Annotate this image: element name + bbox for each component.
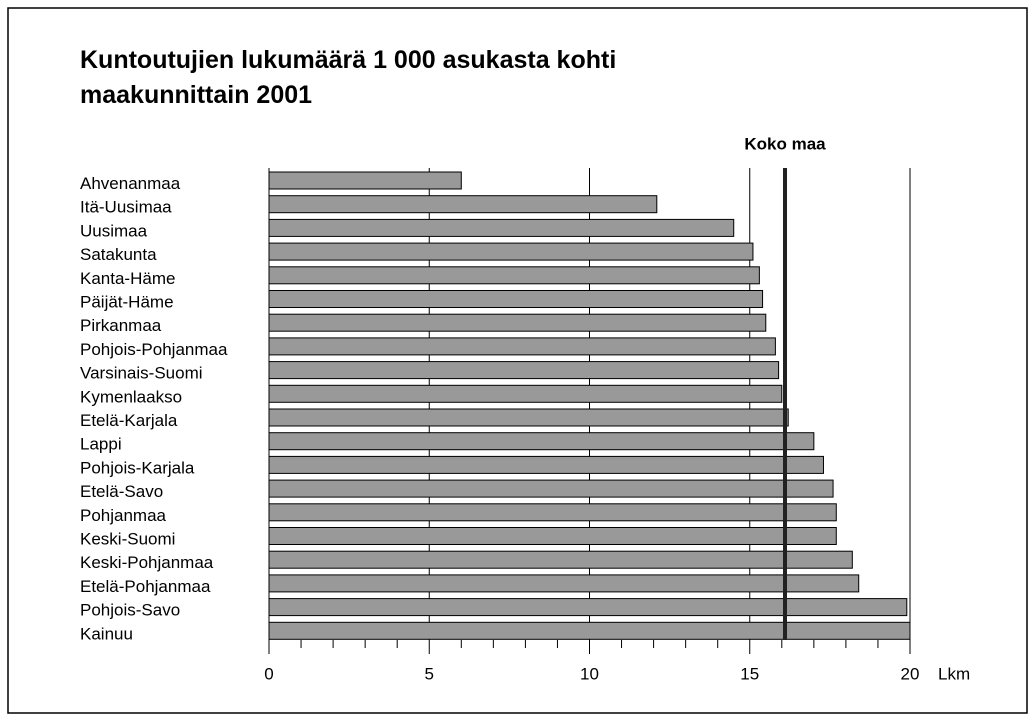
bar bbox=[268, 503, 837, 522]
y-tick-label: Kainuu bbox=[80, 624, 133, 643]
y-tick-label: Lappi bbox=[80, 435, 122, 454]
bar bbox=[268, 479, 834, 498]
x-tick-label: 20 bbox=[901, 664, 920, 683]
bar bbox=[268, 218, 735, 237]
y-tick-label: Etelä-Karjala bbox=[80, 411, 178, 430]
y-tick-label: Pohjois-Karjala bbox=[80, 458, 195, 477]
y-tick-label: Pirkanmaa bbox=[80, 316, 162, 335]
y-tick-label: Satakunta bbox=[80, 245, 157, 264]
y-tick-label: Keski-Pohjanmaa bbox=[80, 553, 214, 572]
x-tick-label: 5 bbox=[425, 664, 434, 683]
bar bbox=[268, 621, 911, 640]
y-tick-label: Ahvenanmaa bbox=[80, 174, 181, 193]
bar bbox=[268, 574, 860, 593]
y-tick-label: Pohjois-Pohjanmaa bbox=[80, 340, 228, 359]
y-tick-label: Kanta-Häme bbox=[80, 269, 175, 288]
bar bbox=[268, 527, 837, 545]
y-tick-label: Varsinais-Suomi bbox=[80, 364, 203, 383]
bar bbox=[268, 598, 908, 617]
x-axis-label: Lkm bbox=[938, 664, 970, 683]
y-tick-label: Etelä-Savo bbox=[80, 482, 163, 501]
bar bbox=[268, 550, 853, 569]
bar bbox=[268, 290, 764, 308]
bar bbox=[268, 408, 789, 427]
bar bbox=[268, 313, 767, 332]
bar bbox=[268, 455, 824, 474]
y-tick-label: Itä-Uusimaa bbox=[80, 198, 172, 217]
chart-title: Kuntoutujien lukumäärä 1 000 asukasta ko… bbox=[80, 46, 616, 74]
y-tick-label: Uusimaa bbox=[80, 221, 148, 240]
bar bbox=[268, 361, 780, 380]
reference-label: Koko maa bbox=[744, 134, 826, 153]
y-tick-label: Kymenlaakso bbox=[80, 387, 182, 406]
y-tick-label: Keski-Suomi bbox=[80, 529, 175, 548]
y-tick-label: Pohjanmaa bbox=[80, 506, 167, 525]
bar bbox=[268, 171, 462, 190]
x-tick-label: 0 bbox=[264, 664, 273, 683]
y-tick-label: Pohjois-Savo bbox=[80, 601, 180, 620]
bar bbox=[268, 337, 776, 356]
y-tick-label: Etelä-Pohjanmaa bbox=[80, 577, 211, 596]
bar bbox=[268, 432, 815, 451]
x-tick-label: 15 bbox=[740, 664, 759, 683]
x-tick-label: 10 bbox=[580, 664, 599, 683]
y-tick-label: Päijät-Häme bbox=[80, 292, 174, 311]
frame bbox=[7, 7, 1028, 714]
chart-title: maakunnittain 2001 bbox=[80, 81, 312, 109]
bar bbox=[268, 242, 754, 261]
bar bbox=[268, 195, 658, 214]
bar bbox=[268, 266, 760, 285]
bar bbox=[268, 384, 783, 403]
